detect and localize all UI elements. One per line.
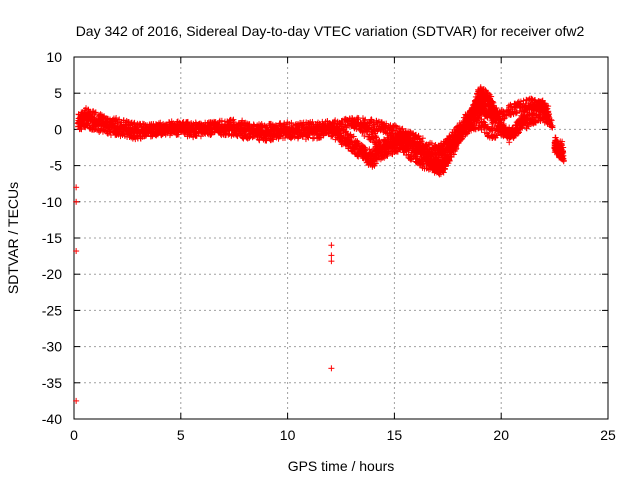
data-point bbox=[173, 122, 180, 129]
data-point-outlier bbox=[328, 252, 335, 259]
data-point bbox=[288, 119, 295, 126]
data-point bbox=[131, 119, 138, 126]
data-point bbox=[234, 123, 241, 130]
data-point bbox=[327, 122, 334, 129]
y-tick-label: 0 bbox=[54, 121, 62, 137]
data-point bbox=[94, 117, 101, 124]
data-point bbox=[156, 127, 163, 134]
x-tick-label: 20 bbox=[493, 427, 509, 443]
data-point bbox=[175, 129, 182, 136]
data-point bbox=[508, 103, 515, 110]
data-points bbox=[73, 84, 567, 404]
data-point bbox=[512, 110, 519, 117]
chart-title: Day 342 of 2016, Sidereal Day-to-day VTE… bbox=[76, 23, 585, 39]
data-point bbox=[113, 124, 120, 131]
data-point bbox=[415, 132, 422, 139]
data-point bbox=[92, 109, 99, 116]
data-point-outlier bbox=[328, 365, 335, 372]
data-point bbox=[290, 127, 297, 134]
x-tick-label: 0 bbox=[70, 427, 78, 443]
x-tick-label: 10 bbox=[280, 427, 296, 443]
data-point bbox=[130, 128, 137, 135]
data-point bbox=[193, 132, 200, 139]
data-point bbox=[309, 118, 316, 125]
data-point bbox=[158, 132, 165, 139]
data-point bbox=[513, 109, 520, 116]
data-point bbox=[97, 111, 104, 118]
data-point bbox=[228, 123, 235, 130]
data-point bbox=[156, 122, 163, 129]
data-point bbox=[167, 124, 174, 131]
data-point bbox=[317, 123, 324, 130]
data-point-outlier bbox=[328, 258, 335, 265]
axis-ticks: 0 5 10 15 20 25 10 5 0 -5 -10 -15 -20 -25 -30 -35 -40 bbox=[42, 49, 616, 443]
data-point bbox=[141, 121, 148, 128]
y-tick-label: -5 bbox=[50, 158, 63, 174]
data-point bbox=[87, 116, 94, 123]
x-tick-label: 5 bbox=[177, 427, 185, 443]
data-point bbox=[293, 125, 300, 132]
data-point bbox=[286, 128, 293, 135]
y-tick-label: -25 bbox=[42, 302, 62, 318]
y-axis-label: SDTVAR / TECUs bbox=[5, 182, 21, 294]
y-tick-label: -40 bbox=[42, 411, 62, 427]
x-tick-label: 15 bbox=[387, 427, 403, 443]
data-point bbox=[299, 122, 306, 129]
y-tick-label: -10 bbox=[42, 194, 62, 210]
y-tick-label: 10 bbox=[46, 49, 62, 65]
data-point bbox=[305, 134, 312, 141]
data-point bbox=[109, 121, 116, 128]
x-tick-label: 25 bbox=[600, 427, 616, 443]
y-tick-label: -20 bbox=[42, 266, 62, 282]
data-point bbox=[270, 136, 277, 143]
data-point bbox=[343, 128, 350, 135]
y-tick-label: -15 bbox=[42, 230, 62, 246]
data-point bbox=[189, 124, 196, 131]
y-tick-label: -35 bbox=[42, 375, 62, 391]
y-tick-label: 5 bbox=[54, 85, 62, 101]
x-axis-label: GPS time / hours bbox=[288, 458, 395, 474]
data-point bbox=[301, 124, 308, 131]
data-point bbox=[215, 121, 222, 128]
y-tick-label: -30 bbox=[42, 339, 62, 355]
data-point bbox=[285, 127, 292, 134]
data-point bbox=[281, 134, 288, 141]
data-point bbox=[113, 114, 120, 121]
data-point bbox=[419, 135, 426, 142]
data-point bbox=[225, 131, 232, 138]
data-point-outlier bbox=[328, 242, 335, 249]
